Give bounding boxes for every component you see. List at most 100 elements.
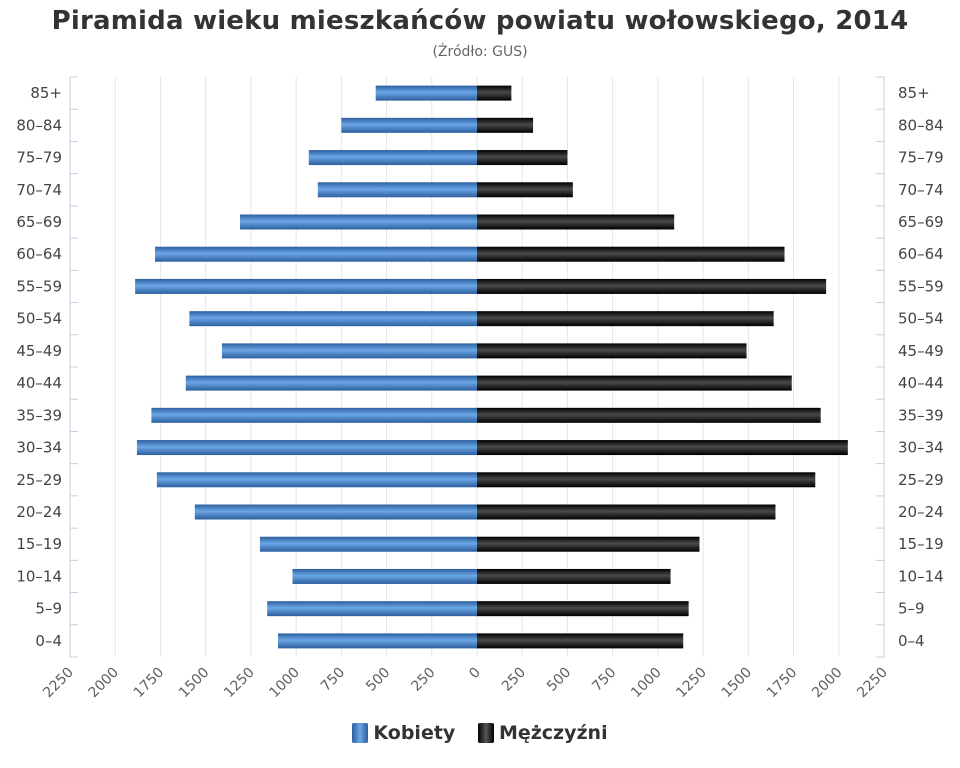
x-tick-label: 1000 [628,665,665,702]
bar-kobiety[interactable] [292,568,477,584]
category-label-right: 25–29 [898,471,944,489]
bar-kobiety[interactable] [221,343,477,359]
category-label-right: 40–44 [898,374,944,392]
bar-mezczyzni[interactable] [477,85,512,101]
category-label-right: 20–24 [898,503,944,521]
x-tick-label: 2250 [40,665,77,702]
category-label-right: 45–49 [898,342,944,360]
x-tick-label: 1750 [764,665,801,702]
bar-kobiety[interactable] [151,407,477,423]
bar-kobiety[interactable] [156,472,477,488]
bar-mezczyzni[interactable] [477,214,675,230]
category-label-left: 55–59 [16,277,62,295]
bar-kobiety[interactable] [136,440,477,456]
category-label-left: 40–44 [16,374,62,392]
category-label-right: 10–14 [898,567,944,585]
bar-kobiety[interactable] [267,601,477,617]
population-pyramid-chart: 2250 2000 1750 1500 1250 1000 750 500 250 0 250 500… [16,76,944,702]
bar-mezczyzni[interactable] [477,472,816,488]
bar-mezczyzni[interactable] [477,440,848,456]
category-label-right: 60–64 [898,245,944,263]
category-label-left: 0–4 [35,632,62,650]
bar-mezczyzni[interactable] [477,117,534,133]
bar-kobiety[interactable] [189,311,478,327]
category-label-left: 30–34 [16,439,62,457]
bar-kobiety[interactable] [341,117,477,133]
category-label-left: 15–19 [16,535,62,553]
category-label-left: 50–54 [16,310,62,328]
x-tick-label: 1000 [266,665,303,702]
x-tick-label: 2000 [86,665,123,702]
category-label-left: 35–39 [16,406,62,424]
x-tick-label: 1750 [131,665,168,702]
category-label-right: 65–69 [898,213,944,231]
bar-kobiety[interactable] [278,633,477,649]
x-tick-label: 250 [408,665,438,695]
bar-kobiety[interactable] [194,504,477,520]
category-label-left: 60–64 [16,245,62,263]
legend-item-mezczyzni[interactable]: Mężczyźni [477,722,608,744]
category-label-right: 75–79 [898,149,944,167]
legend-label-mezczyzni: Mężczyźni [498,722,608,744]
bar-mezczyzni[interactable] [477,343,747,359]
bars [135,85,848,649]
bar-mezczyzni[interactable] [477,568,671,584]
category-label-left: 20–24 [16,503,62,521]
category-label-left: 5–9 [35,600,62,618]
x-tick-label: 250 [499,665,529,695]
category-label-right: 50–54 [898,310,944,328]
bar-mezczyzni[interactable] [477,311,774,327]
bar-kobiety[interactable] [155,246,478,262]
bar-mezczyzni[interactable] [477,536,700,552]
category-label-right: 5–9 [898,600,925,618]
bar-mezczyzni[interactable] [477,182,573,198]
chart-subtitle: (Źródło: GUS) [432,44,528,60]
bar-kobiety[interactable] [135,278,477,294]
x-tick-label: 500 [544,665,574,695]
bar-kobiety[interactable] [240,214,477,230]
category-label-left: 45–49 [16,342,62,360]
category-label-left: 85+ [30,84,62,102]
category-label-right: 15–19 [898,535,944,553]
x-tick-label: 750 [318,665,348,695]
category-label-left: 75–79 [16,149,62,167]
x-tick-label: 1250 [673,665,710,702]
legend-swatch-mezczyzni [477,723,494,743]
bar-mezczyzni[interactable] [477,504,776,520]
bar-mezczyzni[interactable] [477,407,821,423]
category-label-left: 70–74 [16,181,62,199]
bar-mezczyzni[interactable] [477,278,827,294]
bar-mezczyzni[interactable] [477,633,684,649]
category-label-right: 35–39 [898,406,944,424]
bar-mezczyzni[interactable] [477,246,785,262]
bar-kobiety[interactable] [375,85,477,101]
x-tick-label: 750 [589,665,619,695]
bar-mezczyzni[interactable] [477,150,568,166]
category-label-right: 70–74 [898,181,944,199]
bar-kobiety[interactable] [259,536,477,552]
category-label-right: 80–84 [898,116,944,134]
legend-swatch-kobiety [352,723,369,743]
legend-label-kobiety: Kobiety [373,722,456,744]
bar-kobiety[interactable] [308,150,477,166]
x-tick-label: 0 [466,665,484,683]
category-label-left: 80–84 [16,116,62,134]
x-tick-label: 1500 [719,665,756,702]
category-label-right: 0–4 [898,632,925,650]
legend: Kobiety Mężczyźni [0,722,960,748]
category-label-right: 30–34 [898,439,944,457]
x-tick-label: 500 [363,665,393,695]
category-label-right: 55–59 [898,277,944,295]
bar-kobiety[interactable] [317,182,477,198]
bar-mezczyzni[interactable] [477,375,792,391]
axes [69,76,885,658]
bar-kobiety[interactable] [185,375,477,391]
category-label-right: 85+ [898,84,930,102]
chart-title: Piramida wieku mieszkańców powiatu wołow… [51,6,909,36]
x-tick-label: 2250 [854,665,891,702]
category-label-left: 10–14 [16,567,62,585]
x-tick-label: 1250 [221,665,258,702]
legend-item-kobiety[interactable]: Kobiety [352,722,455,744]
bar-mezczyzni[interactable] [477,601,689,617]
category-label-left: 25–29 [16,471,62,489]
